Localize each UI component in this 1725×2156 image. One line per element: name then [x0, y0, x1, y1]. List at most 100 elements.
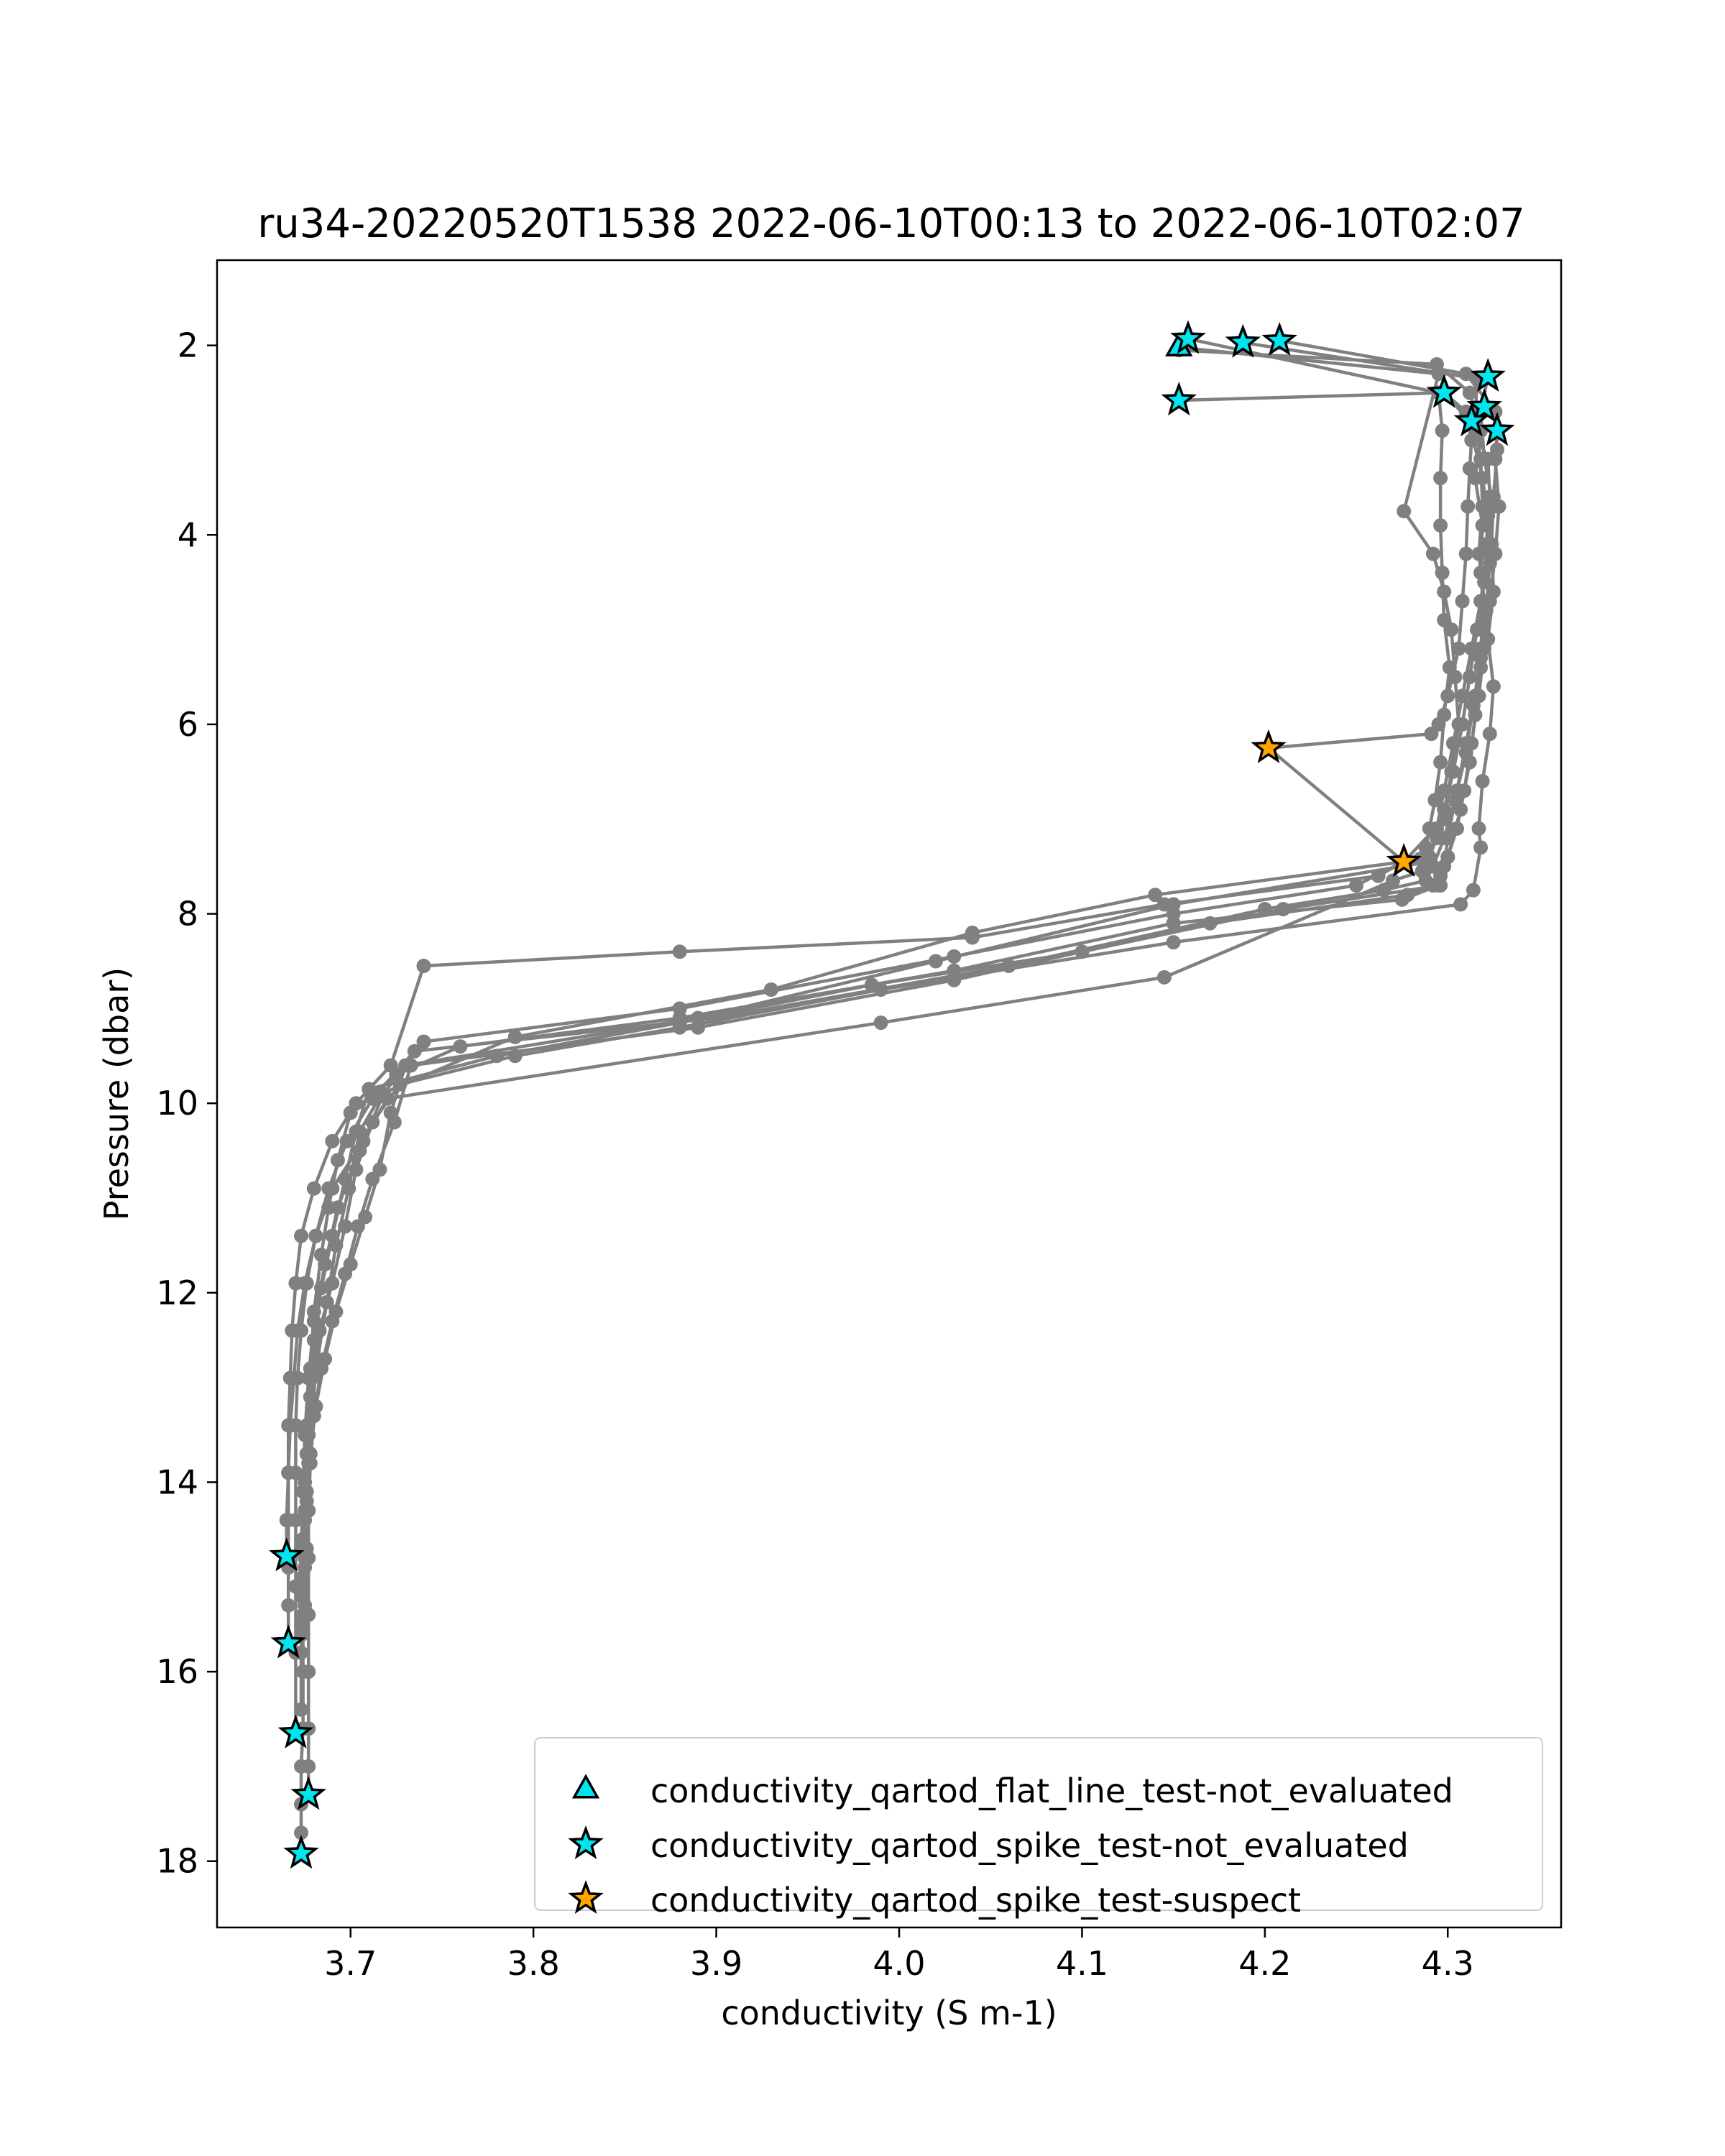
profile-point [294, 1228, 308, 1243]
chart-title: ru34-20220520T1538 2022-06-10T00:13 to 2… [257, 201, 1524, 247]
profile-point [873, 1015, 888, 1031]
qc-markers-layer [268, 320, 1515, 1869]
profile-point [1451, 717, 1466, 732]
profile-point [1156, 969, 1172, 985]
profile-point [1464, 641, 1479, 656]
qc-marker-series-3 [1386, 843, 1422, 877]
profile-point [1437, 811, 1452, 826]
profile-point [1488, 451, 1503, 466]
x-axis: 3.7 3.8 3.9 4.0 4.1 4.2 4.3 [324, 1927, 1474, 1983]
profile-point [1460, 499, 1476, 514]
profile-point [376, 1087, 391, 1101]
profile-point [1486, 679, 1501, 694]
profile-point [1477, 641, 1492, 656]
profile-point [1349, 878, 1363, 893]
legend-label-3: conductivity_qartod_spike_test-suspect [650, 1881, 1301, 1920]
profile-point [343, 1257, 358, 1272]
legend-marker-1 [571, 1774, 600, 1799]
y-tick-label: 10 [156, 1084, 198, 1123]
profile-point [339, 1133, 354, 1148]
profile-point [288, 1465, 303, 1480]
profile-point [1448, 670, 1463, 684]
profile-point [1462, 385, 1477, 400]
profile-point [1473, 594, 1489, 609]
profile-point [372, 1162, 387, 1177]
y-tick-label: 12 [156, 1273, 198, 1312]
x-tick-label: 4.2 [1238, 1944, 1291, 1983]
legend-label-2: conductivity_qartod_spike_test-not_evalu… [650, 1826, 1409, 1865]
profile-point [1425, 878, 1440, 893]
profile-point [672, 944, 687, 959]
profile-point [301, 1370, 316, 1386]
profile-point [321, 1181, 336, 1196]
profile-point [1148, 888, 1163, 903]
profile-point [1385, 873, 1400, 888]
profile-point [294, 1323, 308, 1338]
profile-point [328, 1304, 344, 1319]
profile-point [1481, 546, 1496, 561]
profile-point [288, 1513, 303, 1528]
profile-point [1471, 688, 1486, 704]
x-tick-label: 3.7 [324, 1944, 377, 1983]
profile-point [1471, 821, 1486, 836]
x-axis-label: conductivity (S m-1) [721, 1994, 1057, 2032]
profile-point [416, 959, 431, 973]
profile-point [1451, 641, 1466, 656]
qc-marker-series-2 [1426, 374, 1462, 408]
profile-point [1445, 736, 1460, 751]
qc-marker-series-3 [1251, 729, 1287, 763]
profile-point [672, 1001, 687, 1016]
profile-point [294, 1702, 308, 1717]
profile-point [328, 1238, 344, 1253]
profile-point [1431, 367, 1446, 382]
profile-point [281, 1598, 296, 1613]
profile-point [1477, 451, 1492, 466]
profile-point [691, 1010, 706, 1026]
profile-point [308, 1228, 323, 1243]
profile-point [1448, 793, 1463, 808]
qc-marker-series-2 [1479, 412, 1515, 446]
profile-point [1455, 594, 1470, 609]
profile-point [1455, 688, 1470, 704]
legend-marker-3 [568, 1880, 604, 1915]
x-tick-label: 3.9 [690, 1944, 742, 1983]
profile-point [1433, 518, 1448, 533]
profile-point [1473, 840, 1489, 855]
profile-point [1433, 471, 1448, 486]
qc-marker-series-2 [1225, 323, 1261, 358]
profile-point [1425, 546, 1440, 561]
profile-point [325, 1133, 340, 1148]
profile-point [288, 1579, 303, 1594]
profile-point [1166, 906, 1181, 921]
x-tick-label: 3.8 [507, 1944, 560, 1983]
profile-point [306, 1181, 321, 1196]
profile-point [295, 1484, 310, 1499]
qc-marker-series-2 [1453, 402, 1490, 437]
profile-point [295, 1608, 310, 1622]
qc-marker-series-2 [1261, 322, 1297, 356]
qc-marker-series-2 [268, 1537, 305, 1572]
profile-point [1458, 546, 1473, 561]
profile-point [290, 1370, 305, 1386]
profile-point [330, 1200, 345, 1215]
profile-point [1466, 883, 1481, 898]
profile-point [1424, 727, 1439, 742]
y-tick-label: 18 [156, 1842, 198, 1881]
profile-point [1440, 688, 1455, 704]
profile-point [1422, 854, 1437, 869]
profile-point [1444, 764, 1459, 779]
profile-point [319, 1295, 334, 1309]
profile-point [298, 1427, 313, 1442]
legend-marker-2 [568, 1825, 604, 1860]
profile-point [1440, 849, 1455, 865]
profile-point [1462, 461, 1477, 476]
profile-point [1486, 499, 1501, 514]
y-tick-label: 4 [178, 515, 198, 554]
profile-point [947, 972, 962, 987]
profile-point [299, 1276, 314, 1291]
y-axis: 2 4 6 8 10 12 14 16 18 [156, 326, 217, 1881]
profile-point [1435, 423, 1450, 438]
legend-label-1: conductivity_qartod_flat_line_test-not_e… [650, 1772, 1453, 1810]
plot-frame [216, 259, 1563, 1929]
